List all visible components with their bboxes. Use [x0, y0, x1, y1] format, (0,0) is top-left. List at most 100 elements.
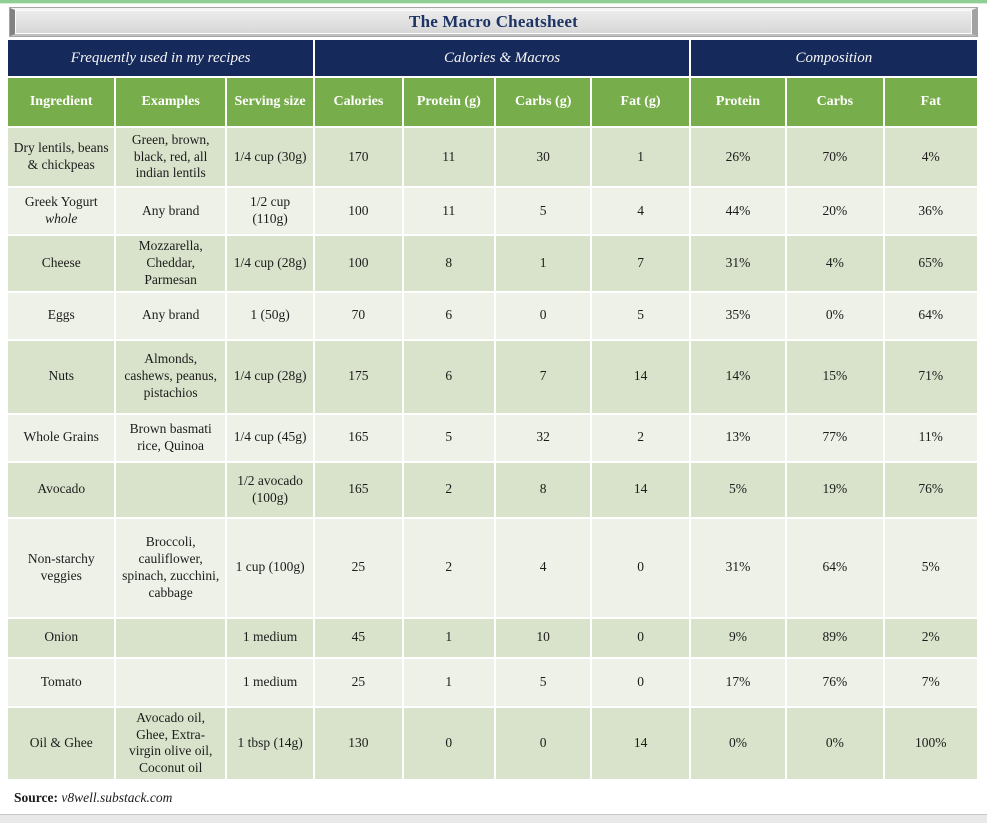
- table-row: Non-starchy veggies Broccoli, cauliflowe…: [8, 518, 977, 617]
- column-header-ingredient: Ingredient: [8, 78, 115, 126]
- cell-ingredient: Avocado: [8, 462, 115, 517]
- cell-fat-pct: 7%: [884, 658, 977, 706]
- cell-fat-g: 7: [592, 236, 689, 291]
- cell-fat-pct: 71%: [884, 340, 977, 413]
- title-bar: The Macro Cheatsheet: [10, 8, 977, 36]
- cell-fat-g: 5: [592, 292, 689, 339]
- column-header-protein-pct: Protein: [690, 78, 786, 126]
- cell-calories: 100: [315, 188, 402, 234]
- table-row: Oil & Ghee Avocado oil, Ghee, Extra-virg…: [8, 707, 977, 780]
- cell-examples: Broccoli, cauliflower, spinach, zucchini…: [116, 518, 225, 617]
- table-row: Dry lentils, beans & chickpeas Green, br…: [8, 128, 977, 186]
- cell-examples: [116, 618, 225, 657]
- cell-serving-size: 1/4 cup (28g): [226, 340, 314, 413]
- cell-calories: 25: [315, 658, 402, 706]
- ingredient-note: whole: [45, 211, 78, 226]
- cell-carbs-g: 30: [495, 128, 591, 186]
- table-row: Avocado 1/2 avocado (100g) 165 2 8 14 5%…: [8, 462, 977, 517]
- cell-protein-pct: 14%: [690, 340, 786, 413]
- cell-serving-size: 1/4 cup (45g): [226, 414, 314, 461]
- table-row: Cheese Mozzarella, Cheddar, Parmesan 1/4…: [8, 236, 977, 291]
- cell-carbs-pct: 20%: [787, 188, 883, 234]
- cell-serving-size: 1/4 cup (30g): [226, 128, 314, 186]
- table-row: Tomato 1 medium 25 1 5 0 17% 76% 7%: [8, 658, 977, 706]
- cell-ingredient: Oil & Ghee: [8, 707, 115, 780]
- macro-cheatsheet-table: Frequently used in my recipes Calories &…: [6, 38, 979, 781]
- cell-examples: Brown basmati rice, Quinoa: [116, 414, 225, 461]
- cell-fat-pct: 76%: [884, 462, 977, 517]
- page-title: The Macro Cheatsheet: [409, 12, 578, 31]
- column-header-examples: Examples: [116, 78, 225, 126]
- ingredient-name: Tomato: [40, 673, 82, 689]
- cell-fat-g: 14: [592, 707, 689, 780]
- cell-serving-size: 1 cup (100g): [226, 518, 314, 617]
- cell-examples: Mozzarella, Cheddar, Parmesan: [116, 236, 225, 291]
- cell-fat-pct: 36%: [884, 188, 977, 234]
- ingredient-name: Eggs: [47, 307, 75, 323]
- cell-protein-pct: 0%: [690, 707, 786, 780]
- ingredient-name: Non-starchy veggies: [27, 550, 95, 583]
- ingredient-name: Whole Grains: [23, 429, 99, 445]
- cell-carbs-g: 5: [495, 188, 591, 234]
- cell-examples: Any brand: [116, 188, 225, 234]
- cell-calories: 170: [315, 128, 402, 186]
- ingredient-name: Avocado: [37, 481, 86, 497]
- cell-carbs-g: 5: [495, 658, 591, 706]
- cell-ingredient: Non-starchy veggies: [8, 518, 115, 617]
- cell-protein-pct: 9%: [690, 618, 786, 657]
- cell-calories: 45: [315, 618, 402, 657]
- cell-calories: 130: [315, 707, 402, 780]
- cell-carbs-pct: 0%: [787, 707, 883, 780]
- cell-protein-pct: 35%: [690, 292, 786, 339]
- cell-fat-pct: 64%: [884, 292, 977, 339]
- cell-protein-g: 2: [403, 518, 494, 617]
- cell-calories: 165: [315, 414, 402, 461]
- column-header-row: Ingredient Examples Serving size Calorie…: [8, 78, 977, 126]
- cell-carbs-g: 7: [495, 340, 591, 413]
- cell-fat-pct: 100%: [884, 707, 977, 780]
- cell-examples: Almonds, cashews, peanus, pistachios: [116, 340, 225, 413]
- table-row: Eggs Any brand 1 (50g) 70 6 0 5 35% 0% 6…: [8, 292, 977, 339]
- table-row: Onion 1 medium 45 1 10 0 9% 89% 2%: [8, 618, 977, 657]
- cell-serving-size: 1/2 cup (110g): [226, 188, 314, 234]
- cell-protein-g: 1: [403, 618, 494, 657]
- cell-carbs-pct: 77%: [787, 414, 883, 461]
- cell-carbs-pct: 15%: [787, 340, 883, 413]
- group-calories-macros: Calories & Macros: [315, 40, 689, 76]
- cell-protein-g: 8: [403, 236, 494, 291]
- cell-protein-pct: 5%: [690, 462, 786, 517]
- cell-carbs-g: 10: [495, 618, 591, 657]
- cell-ingredient: Dry lentils, beans & chickpeas: [8, 128, 115, 186]
- cell-carbs-pct: 64%: [787, 518, 883, 617]
- cell-protein-g: 5: [403, 414, 494, 461]
- cell-carbs-pct: 4%: [787, 236, 883, 291]
- cell-protein-pct: 44%: [690, 188, 786, 234]
- table-row: Greek Yogurt whole Any brand 1/2 cup (11…: [8, 188, 977, 234]
- cell-carbs-g: 0: [495, 292, 591, 339]
- cell-fat-g: 14: [592, 340, 689, 413]
- ingredient-name: Onion: [44, 629, 79, 645]
- ingredient-name: Dry lentils, beans & chickpeas: [13, 140, 109, 172]
- cell-protein-g: 1: [403, 658, 494, 706]
- cell-ingredient: Greek Yogurt whole: [8, 188, 115, 234]
- cell-carbs-g: 1: [495, 236, 591, 291]
- group-composition: Composition: [690, 40, 977, 76]
- cell-ingredient: Whole Grains: [8, 414, 115, 461]
- group-header-row: Frequently used in my recipes Calories &…: [8, 40, 977, 76]
- cell-protein-g: 6: [403, 292, 494, 339]
- cell-carbs-g: 0: [495, 707, 591, 780]
- cell-serving-size: 1/2 avocado (100g): [226, 462, 314, 517]
- cell-calories: 175: [315, 340, 402, 413]
- cell-protein-pct: 17%: [690, 658, 786, 706]
- cell-fat-g: 0: [592, 658, 689, 706]
- column-header-carbs-g: Carbs (g): [495, 78, 591, 126]
- cell-examples: [116, 658, 225, 706]
- cell-serving-size: 1 tbsp (14g): [226, 707, 314, 780]
- ingredient-name: Nuts: [48, 368, 74, 384]
- cell-fat-pct: 11%: [884, 414, 977, 461]
- cell-fat-g: 4: [592, 188, 689, 234]
- cell-ingredient: Eggs: [8, 292, 115, 339]
- cell-examples: Any brand: [116, 292, 225, 339]
- cell-ingredient: Nuts: [8, 340, 115, 413]
